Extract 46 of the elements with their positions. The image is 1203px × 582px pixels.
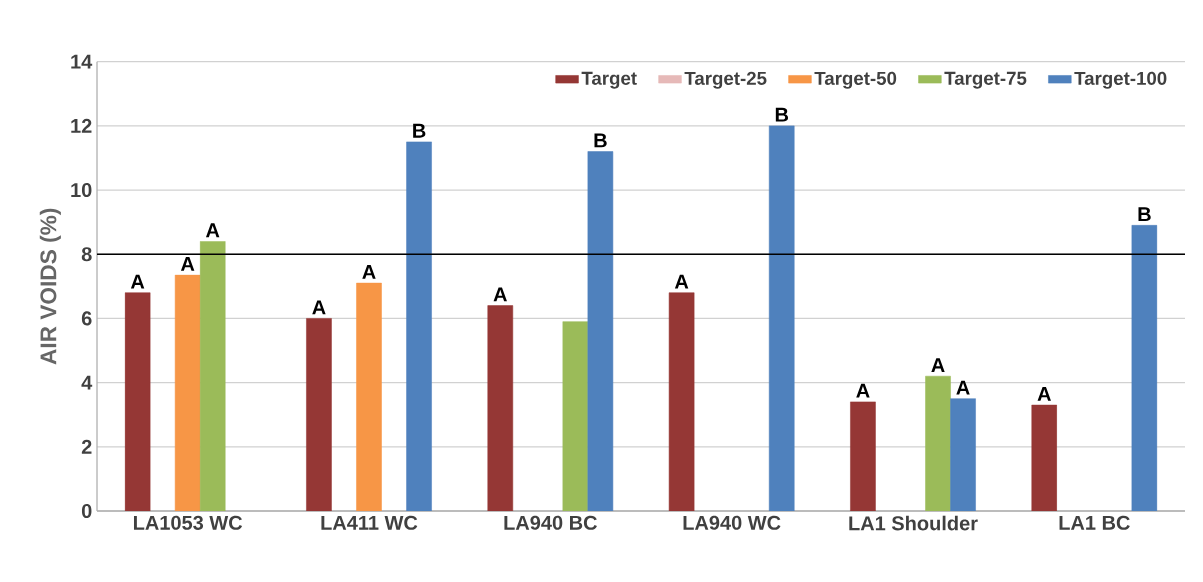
x-tick-label: LA1 BC bbox=[1059, 515, 1130, 530]
legend-label: Target-100 bbox=[1074, 71, 1167, 89]
bar bbox=[925, 375, 951, 511]
data-label: A bbox=[674, 274, 689, 289]
y-tick-label: 8 bbox=[81, 247, 92, 262]
data-label: A bbox=[130, 274, 145, 289]
data-label: A bbox=[493, 287, 507, 302]
data-label: A bbox=[1037, 387, 1051, 401]
bar bbox=[850, 401, 876, 511]
y-tick-label: 10 bbox=[71, 182, 92, 198]
x-tick-label: LA940 WC bbox=[683, 515, 781, 530]
x-tick-label: LA940 BC bbox=[504, 515, 597, 530]
data-label: B bbox=[594, 133, 607, 148]
data-label: A bbox=[856, 383, 870, 398]
y-axis-title: AIR VOIDS (%) bbox=[39, 208, 61, 365]
data-label: A bbox=[362, 265, 376, 279]
y-tick-label: 12 bbox=[71, 118, 92, 133]
bar bbox=[668, 292, 695, 511]
bar bbox=[1031, 404, 1058, 511]
bar bbox=[562, 321, 589, 511]
y-tick-label: 14 bbox=[71, 54, 93, 69]
legend-label: Target-75 bbox=[944, 71, 1027, 89]
y-tick-label: 0 bbox=[81, 503, 92, 519]
data-label: A bbox=[956, 380, 970, 395]
bar bbox=[199, 241, 226, 511]
y-tick-label: 4 bbox=[81, 375, 93, 390]
y-tick-label: 2 bbox=[81, 439, 92, 454]
x-tick-label: LA1053 WC bbox=[133, 515, 243, 530]
legend-label: Target-25 bbox=[684, 71, 767, 89]
bar bbox=[487, 305, 514, 511]
bar bbox=[356, 282, 382, 511]
data-label: A bbox=[180, 257, 195, 271]
data-label: B bbox=[775, 107, 789, 122]
bar bbox=[174, 274, 201, 511]
x-tick-label: LA1 Shoulder bbox=[849, 515, 978, 531]
bar bbox=[306, 318, 332, 511]
y-tick-label: 6 bbox=[81, 311, 92, 326]
data-label: A bbox=[312, 300, 326, 315]
legend-label: Target-50 bbox=[814, 71, 897, 89]
data-label: A bbox=[205, 223, 220, 238]
legend-label: Target bbox=[581, 71, 637, 89]
x-tick-label: LA411 WC bbox=[321, 515, 418, 530]
data-label: B bbox=[413, 123, 426, 138]
bar bbox=[124, 292, 151, 511]
data-label: B bbox=[1138, 207, 1151, 222]
data-label: A bbox=[931, 358, 945, 372]
